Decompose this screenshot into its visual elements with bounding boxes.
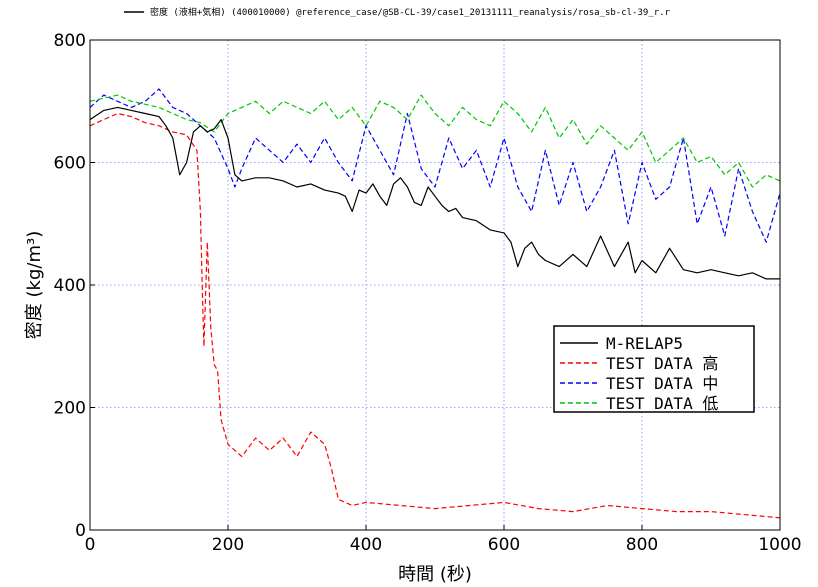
chart-caption: 密度 (液相+気相) (400010000) @reference_case/@…: [150, 6, 671, 18]
series-line-2: [90, 112, 780, 519]
y-tick-label: 400: [54, 276, 86, 296]
legend-label-3: TEST DATA 中: [606, 374, 718, 393]
axis-ticks: 0 200 400 600 800 1000 0 200 400 600 800: [54, 31, 802, 555]
x-axis-title: 時間 (秒): [398, 564, 472, 585]
y-tick-label: 0: [75, 521, 86, 541]
x-tick-label: 200: [212, 535, 244, 555]
y-tick-label: 800: [54, 31, 86, 51]
gridlines: [90, 40, 780, 530]
y-tick-label: 600: [54, 154, 86, 174]
x-tick-label: 800: [626, 535, 658, 555]
legend-label-1: M-RELAP5: [606, 334, 683, 353]
legend-label-4: TEST DATA 低: [606, 394, 718, 413]
x-tick-label: 400: [350, 535, 382, 555]
x-tick-label: 600: [488, 535, 520, 555]
x-tick-label: 0: [85, 535, 96, 555]
series-layer: [90, 88, 780, 519]
legend-box: [553, 325, 755, 413]
y-tick-label: 200: [54, 399, 86, 419]
legend-label-2: TEST DATA 高: [606, 354, 718, 373]
x-tick-label: 1000: [758, 535, 801, 555]
series-line-1: [90, 106, 780, 280]
series-line-4: [90, 94, 780, 188]
y-axis-title: 密度 (kg/m³): [24, 231, 45, 339]
